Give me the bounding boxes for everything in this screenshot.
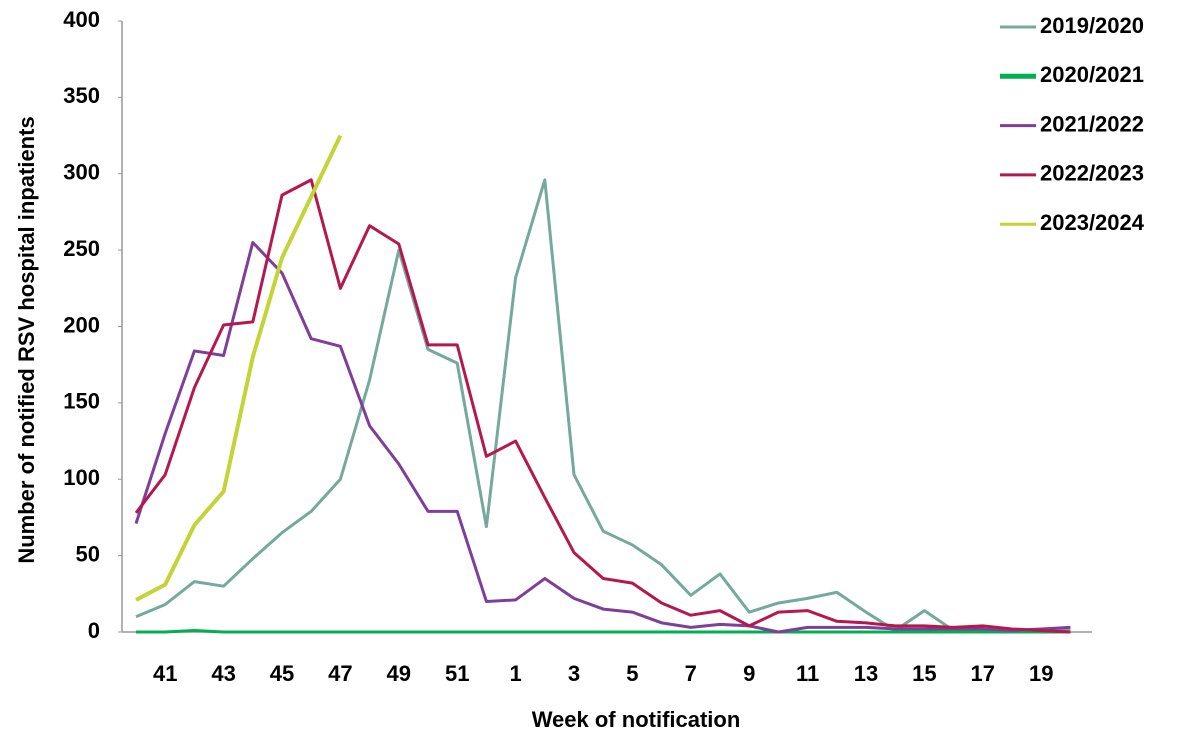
x-tick-label: 9 (743, 661, 755, 686)
x-tick-label: 17 (971, 661, 995, 686)
y-tick-label: 0 (88, 618, 100, 643)
y-tick-label: 50 (76, 541, 100, 566)
x-tick-label: 45 (270, 661, 294, 686)
y-tick-label: 300 (63, 160, 100, 185)
x-tick-label: 41 (153, 661, 177, 686)
series-line (135, 134, 343, 602)
x-tick-label: 7 (685, 661, 697, 686)
series-line (134, 178, 1071, 634)
x-tick-label: 1 (509, 661, 521, 686)
series-line (136, 628, 1071, 634)
x-tick-label: 49 (387, 661, 411, 686)
series-line (134, 240, 1071, 634)
y-tick-label: 400 (63, 7, 100, 32)
x-tick-label: 3 (568, 661, 580, 686)
series-line (135, 178, 1071, 632)
x-tick-label: 5 (626, 661, 638, 686)
x-tick-label: 11 (796, 661, 819, 686)
legend-label: 2021/2022 (1040, 111, 1144, 136)
y-tick-label: 100 (63, 465, 100, 490)
x-tick-label: 15 (912, 661, 936, 686)
legend-label: 2022/2023 (1040, 161, 1144, 186)
legend-label: 2020/2021 (1040, 62, 1144, 87)
x-tick-label: 51 (445, 661, 469, 686)
y-tick-label: 200 (63, 312, 100, 337)
y-tick-label: 350 (63, 83, 100, 108)
legend-label: 2023/2024 (1040, 210, 1145, 235)
x-tick-label: 47 (328, 661, 352, 686)
x-tick-label: 19 (1029, 661, 1053, 686)
x-tick-label: 43 (211, 661, 235, 686)
y-axis-title: Number of notified RSV hospital inpatien… (14, 116, 39, 563)
y-tick-label: 150 (63, 389, 100, 414)
y-tick-label: 250 (63, 236, 100, 261)
x-axis-title: Week of notification (532, 707, 741, 732)
legend-label: 2019/2020 (1040, 13, 1144, 38)
x-tick-label: 13 (854, 661, 878, 686)
